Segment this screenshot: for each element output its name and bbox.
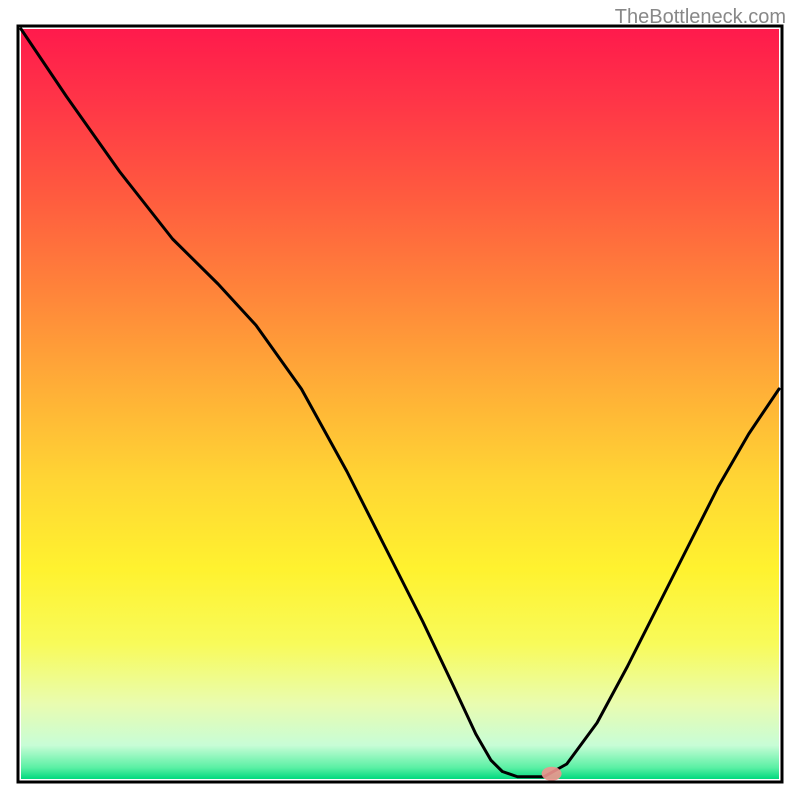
gradient-background xyxy=(21,29,779,779)
chart-canvas: TheBottleneck.com xyxy=(0,0,800,800)
chart-svg xyxy=(0,0,800,800)
optimal-marker xyxy=(542,767,562,781)
watermark-text: TheBottleneck.com xyxy=(615,6,786,29)
